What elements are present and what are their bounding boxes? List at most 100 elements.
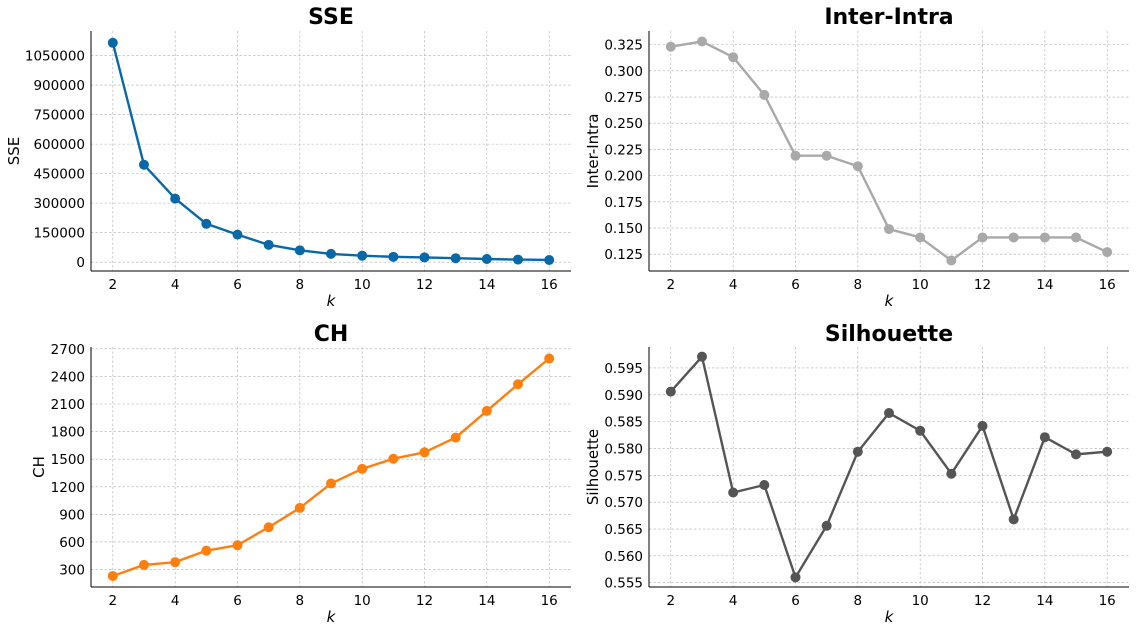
data-point	[790, 150, 801, 161]
data-point	[946, 255, 957, 266]
data-point	[263, 239, 274, 250]
data-point	[1008, 232, 1019, 243]
x-axis-label: k	[327, 608, 337, 626]
data-point	[232, 229, 243, 240]
x-tick-label: 16	[541, 277, 558, 293]
panel-inter-intra: Inter-Intra Inter-Intra k 2 4 6 8 10 12 14 16 0.…	[584, 5, 1129, 310]
data-point	[294, 245, 305, 256]
data-point	[170, 557, 181, 568]
data-point	[107, 570, 118, 581]
y-tick-label: 2400	[51, 369, 85, 385]
panel-title: Inter-Intra	[824, 5, 953, 30]
y-tick-label: 750000	[33, 108, 85, 124]
y-tick-label: 600000	[33, 137, 85, 153]
data-point	[759, 479, 770, 490]
data-point	[513, 254, 524, 265]
panel-sse: SSE SSE k 2 4 6 8 10 12 14 16 0 150000 300000 45000…	[5, 5, 571, 310]
data-point	[138, 559, 149, 570]
data-point	[544, 353, 555, 364]
y-tick-label: 1200	[51, 480, 85, 496]
data-point	[759, 89, 770, 100]
data-point	[1039, 232, 1050, 243]
series-line	[111, 42, 550, 262]
data-point	[201, 218, 212, 229]
data-point	[915, 425, 926, 436]
y-tick-label: 0.570	[604, 495, 643, 511]
panel-silhouette: Silhouette Silhouette k 2 4 6 8 10 12 14 16 0.55…	[584, 322, 1129, 626]
x-tick-label: 14	[1036, 277, 1053, 293]
data-point	[201, 545, 212, 556]
y-tick-label: 900000	[33, 78, 85, 94]
y-tick-label: 0.250	[604, 116, 643, 132]
y-axis-label: CH	[30, 456, 48, 478]
data-point	[326, 248, 336, 259]
data-point	[696, 36, 707, 47]
data-point	[388, 453, 399, 464]
y-tick-label: 0.580	[604, 441, 643, 457]
x-tick-label: 2	[667, 593, 676, 609]
data-point	[357, 250, 368, 261]
data-point	[884, 408, 894, 419]
x-tick-label: 16	[1099, 593, 1116, 609]
data-point	[665, 386, 676, 397]
y-tick-label: 0.225	[604, 142, 643, 158]
panel-title: Silhouette	[825, 322, 953, 347]
y-tick-label: 0.555	[604, 576, 643, 592]
data-point	[294, 502, 305, 513]
y-tick-label: 600	[59, 535, 85, 551]
data-point	[357, 463, 368, 474]
x-tick-label: 6	[791, 593, 800, 609]
y-tick-label: 0	[76, 255, 85, 271]
data-point	[1071, 449, 1082, 460]
data-point	[696, 351, 707, 362]
x-tick-label: 4	[171, 277, 180, 293]
y-tick-label: 0.325	[604, 38, 643, 54]
x-tick-label: 12	[416, 593, 433, 609]
x-tick-label: 10	[354, 277, 371, 293]
y-tick-label: 0.275	[604, 90, 643, 106]
x-tick-label: 8	[296, 277, 305, 293]
x-tick-label: 14	[478, 593, 495, 609]
data-point	[977, 420, 988, 431]
data-point	[852, 161, 863, 172]
data-point	[263, 522, 274, 533]
y-tick-label: 2100	[51, 397, 85, 413]
data-point	[946, 468, 957, 479]
x-tick-label: 10	[354, 593, 371, 609]
x-tick-label: 6	[791, 277, 800, 293]
y-axis-label: Inter-Intra	[584, 114, 602, 189]
x-tick-label: 2	[109, 593, 118, 609]
y-tick-label: 900	[59, 507, 85, 523]
y-tick-label: 300000	[33, 196, 85, 212]
x-tick-label: 12	[416, 277, 433, 293]
x-tick-label: 8	[854, 277, 863, 293]
x-tick-label: 6	[233, 277, 242, 293]
panel-title: CH	[314, 322, 349, 347]
x-tick-label: 8	[296, 593, 305, 609]
y-tick-label: 1050000	[25, 49, 85, 65]
data-point	[821, 150, 832, 161]
data-point	[481, 405, 492, 416]
data-point	[419, 252, 430, 263]
data-point	[728, 52, 739, 63]
data-point	[232, 540, 243, 551]
data-point	[107, 37, 118, 48]
y-tick-label: 0.585	[604, 415, 643, 431]
y-tick-label: 300	[59, 563, 85, 579]
y-tick-label: 0.575	[604, 468, 643, 484]
x-axis-label: k	[885, 292, 895, 310]
y-tick-label: 0.590	[604, 388, 643, 404]
data-point	[544, 254, 555, 265]
y-tick-label: 0.300	[604, 64, 643, 80]
y-axis-label: SSE	[5, 137, 23, 166]
data-point	[388, 251, 399, 262]
series-line	[112, 357, 550, 578]
plot-area: 2 4 6 8 10 12 14 16 0 150000 300000 450000 600000 750…	[25, 31, 571, 293]
data-point	[326, 478, 336, 489]
x-tick-label: 2	[667, 277, 676, 293]
y-tick-label: 0.150	[604, 221, 643, 237]
x-tick-label: 10	[912, 593, 929, 609]
y-tick-label: 0.560	[604, 549, 643, 565]
data-point	[1071, 232, 1082, 243]
data-point	[852, 446, 863, 457]
